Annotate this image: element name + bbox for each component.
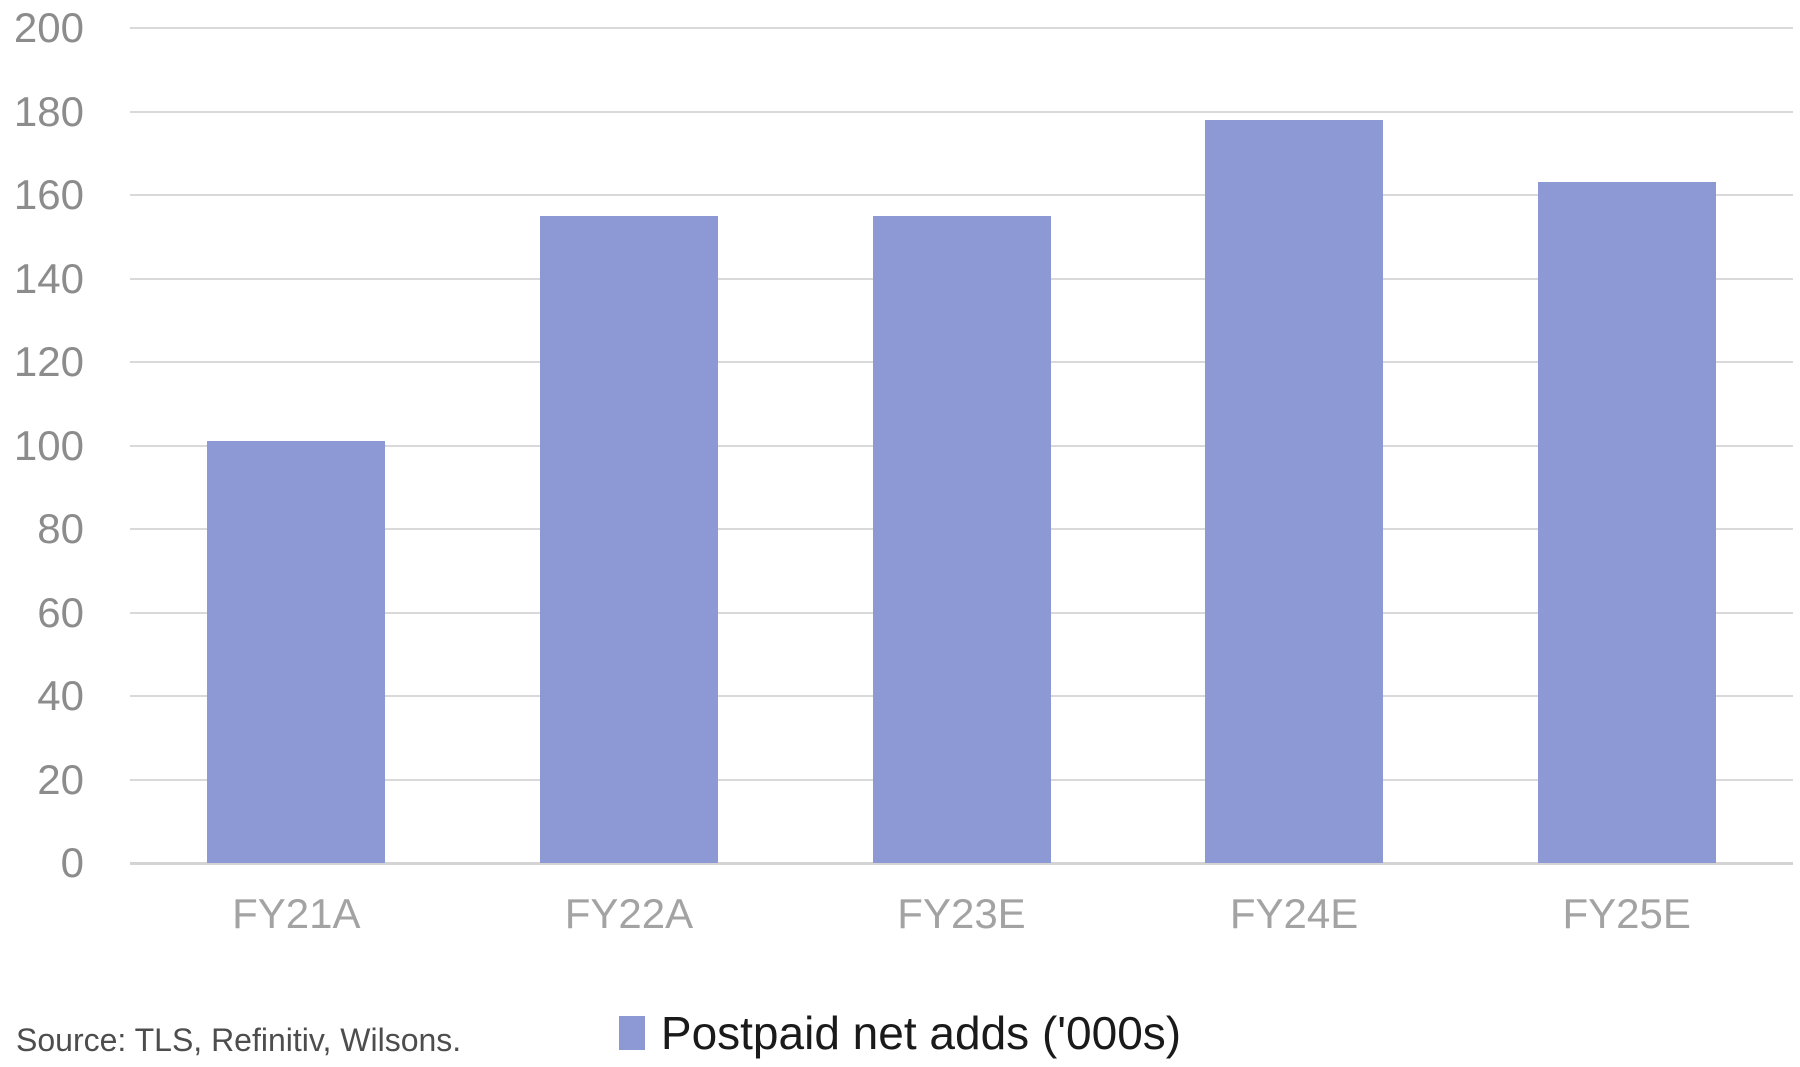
y-tick-label: 40 — [37, 672, 84, 719]
x-tick-label: FY23E — [897, 890, 1026, 937]
y-axis: 0 20 40 60 80 100 120 140 160 180 200 — [0, 7, 84, 884]
gridline — [130, 194, 1793, 196]
bar-fy21a — [207, 441, 386, 863]
bar-fy24e — [1205, 119, 1384, 863]
x-tick-label: FY25E — [1562, 890, 1691, 937]
y-tick-label: 20 — [37, 755, 84, 803]
source-note: Source: TLS, Refinitiv, Wilsons. — [16, 1022, 462, 1058]
y-tick-label: 140 — [13, 254, 84, 302]
x-tick-label: FY24E — [1229, 890, 1359, 937]
gridline — [130, 110, 1793, 113]
legend-label: Postpaid net adds ('000s) — [660, 1007, 1182, 1059]
x-tick-label: FY21A — [232, 890, 361, 937]
chart-footer: Source: TLS, Refinitiv, Wilsons. Postpai… — [0, 1000, 1800, 1067]
plot-area — [130, 27, 1793, 865]
bar-fy23e — [872, 215, 1051, 863]
x-tick-label: FY22A — [564, 890, 694, 937]
legend-swatch-icon — [618, 1016, 645, 1050]
y-tick-label: 100 — [13, 421, 84, 469]
y-tick-label: 120 — [13, 338, 84, 385]
y-tick-label: 200 — [13, 4, 84, 51]
x-axis: FY21A FY22A FY23E FY24E FY25E — [130, 893, 1793, 953]
y-tick-label: 180 — [13, 87, 84, 135]
bar-fy25e — [1537, 182, 1716, 863]
bar-fy22a — [539, 215, 718, 863]
y-tick-label: 0 — [60, 839, 84, 886]
x-axis-line — [130, 862, 1793, 865]
y-tick-label: 60 — [37, 588, 84, 636]
gridline — [130, 27, 1793, 29]
y-tick-label: 160 — [13, 171, 84, 218]
y-tick-label: 80 — [37, 505, 84, 552]
